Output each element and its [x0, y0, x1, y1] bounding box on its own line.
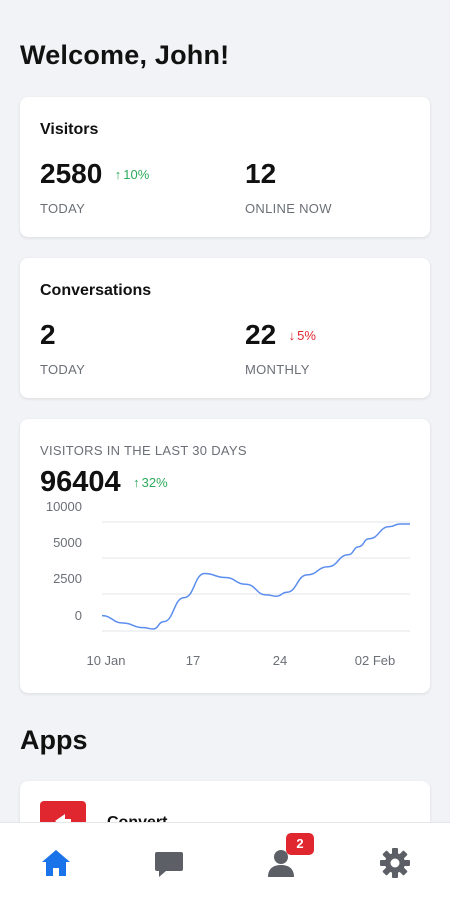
visitors-today-stat: 2580 ↑ 10% TODAY — [40, 157, 149, 216]
conversations-card-title: Conversations — [40, 282, 152, 299]
conversations-change-value: 5% — [297, 327, 316, 343]
arrow-down-icon: ↓ — [288, 327, 296, 343]
chat-icon — [155, 852, 183, 877]
chart-y-tick-label: 5000 — [53, 535, 82, 550]
visitors-change: ↑ 10% — [115, 167, 150, 182]
visitors-online-stat: 12 ONLINE NOW — [245, 157, 332, 216]
visitors-card: Visitors 2580 ↑ 10% TODAY 12 ONLINE NOW — [20, 97, 430, 237]
conversations-change: ↓ 5% — [289, 328, 316, 343]
conversations-card: Conversations 2 TODAY 22 ↓ 5% MONTHLY — [20, 258, 430, 398]
visitors-online-label: ONLINE NOW — [245, 201, 332, 216]
visitors-line-chart: 10000 5000 2500 0 10 Jan 17 24 02 Feb — [46, 499, 410, 668]
chart-y-tick-label: 2500 — [53, 571, 82, 586]
chart-x-tick-label: 10 Jan — [86, 653, 125, 668]
visitors-today-value: 2580 — [40, 158, 103, 189]
visitors-chart-card: VISITORS IN THE LAST 30 DAYS 96404 ↑ 32% … — [20, 419, 430, 693]
arrow-up-icon: ↑ — [114, 166, 122, 182]
visitors-change-value: 10% — [123, 166, 150, 182]
chart-total-value: 96404 — [40, 466, 121, 498]
tab-conversations[interactable] — [151, 845, 187, 881]
visitors-today-label: TODAY — [40, 201, 86, 216]
chart-x-tick-label: 24 — [273, 653, 287, 668]
conversations-today-stat: 2 TODAY — [40, 318, 85, 377]
conversations-monthly-label: MONTHLY — [245, 362, 310, 377]
apps-title: Apps — [20, 725, 88, 755]
visitors-card-title: Visitors — [40, 121, 99, 138]
user-icon — [268, 850, 294, 877]
chart-heading: VISITORS IN THE LAST 30 DAYS — [40, 443, 247, 458]
users-notification-badge: 2 — [286, 833, 314, 855]
conversations-monthly-stat: 22 ↓ 5% MONTHLY — [245, 318, 316, 377]
arrow-up-icon: ↑ — [133, 474, 140, 490]
visitors-online-value: 12 — [245, 158, 277, 189]
chart-x-tick-label: 02 Feb — [355, 653, 395, 668]
conversations-today-label: TODAY — [40, 362, 86, 377]
chart-change-value: 32% — [141, 474, 168, 490]
page-title: Welcome, John! — [20, 40, 230, 70]
chart-x-tick-label: 17 — [186, 653, 200, 668]
conversations-monthly-value: 22 — [245, 319, 277, 350]
chart-series-line — [101, 523, 410, 630]
chart-change: ↑ 32% — [133, 475, 168, 490]
gear-icon — [380, 848, 410, 878]
home-icon — [42, 850, 70, 876]
chart-y-tick-label: 10000 — [46, 499, 82, 514]
bottom-tab-bar: 2 — [0, 822, 450, 901]
tab-users[interactable] — [263, 845, 299, 881]
conversations-today-value: 2 — [40, 319, 56, 350]
chart-total-stat: 96404 ↑ 32% — [40, 465, 168, 499]
tab-home[interactable] — [38, 845, 74, 881]
chart-y-tick-label: 0 — [75, 608, 82, 623]
tab-settings[interactable] — [377, 845, 413, 881]
